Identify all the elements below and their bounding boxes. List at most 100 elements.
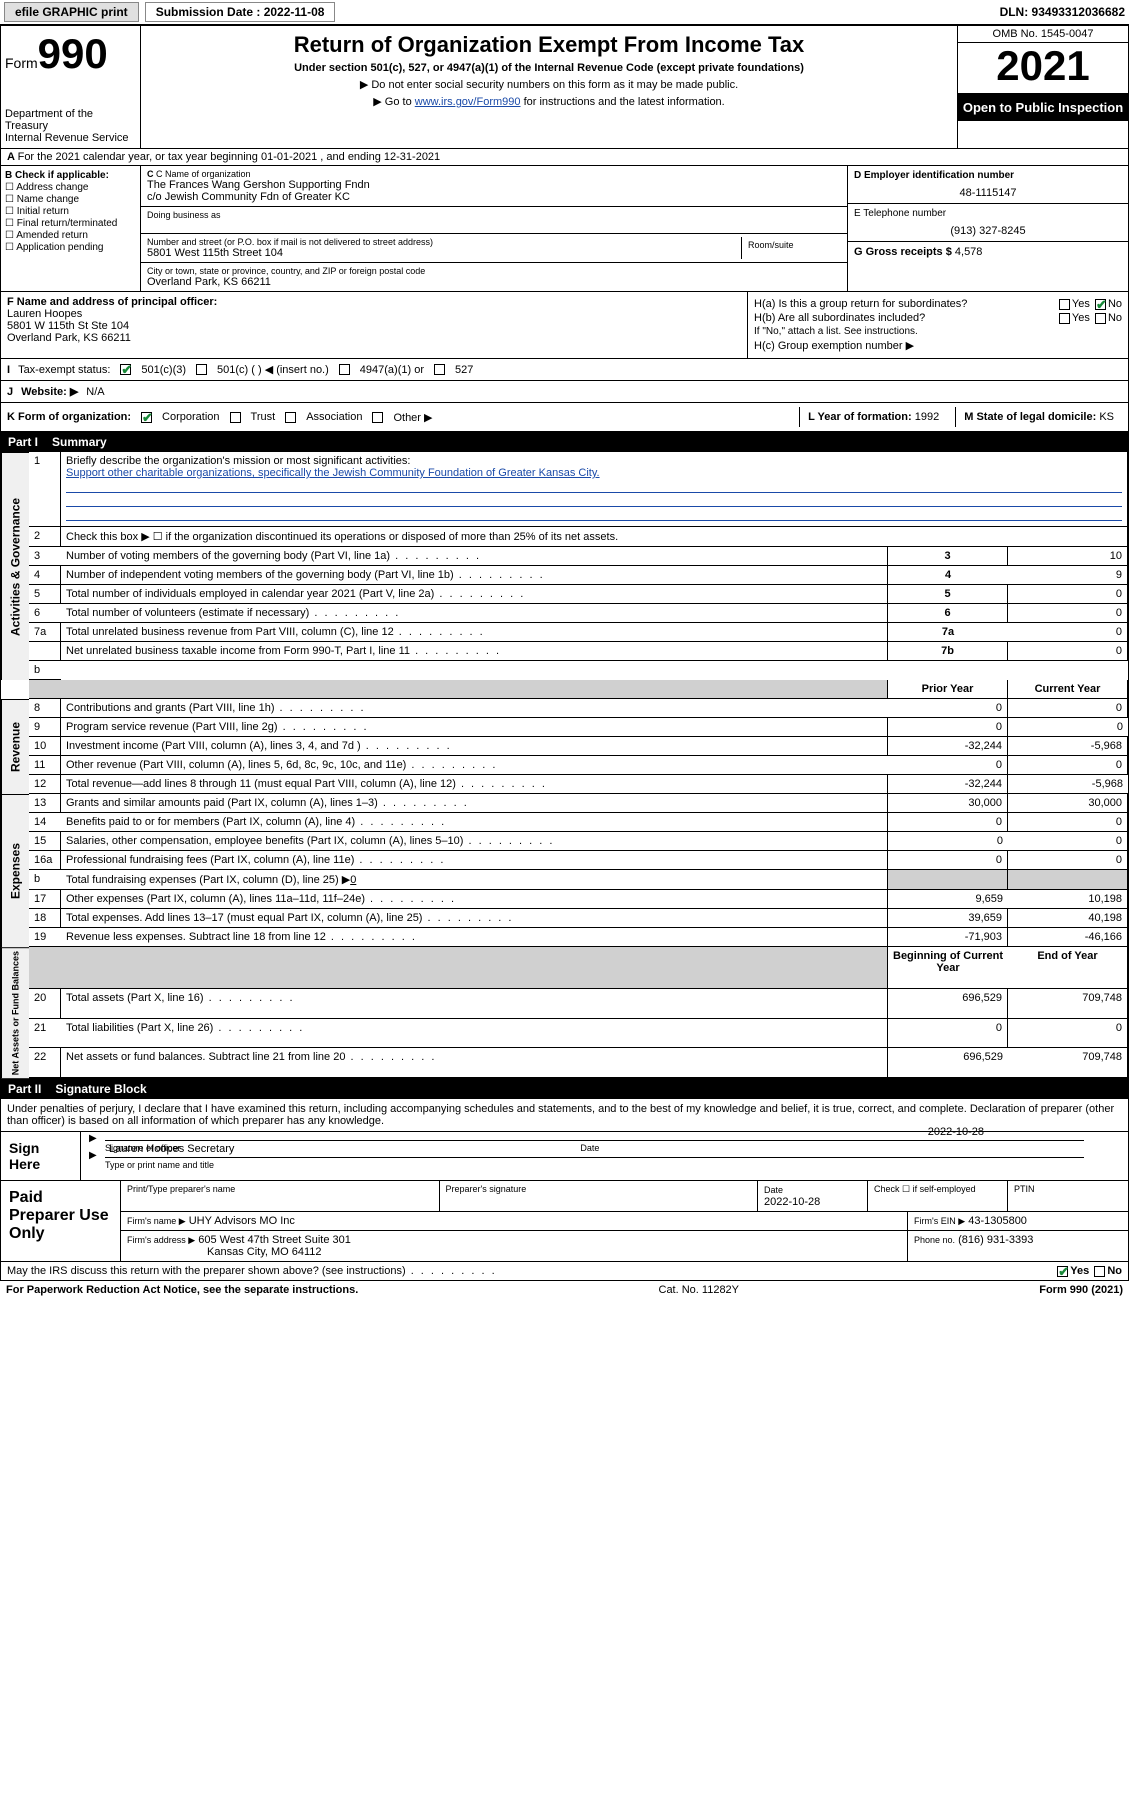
row-16a-current: 0 <box>1008 851 1128 870</box>
discuss-question: May the IRS discuss this return with the… <box>7 1265 497 1277</box>
discuss-no-checkbox[interactable] <box>1094 1266 1105 1277</box>
officer-label: F Name and address of principal officer: <box>7 296 217 308</box>
tel-value: (913) 327-8245 <box>854 225 1122 237</box>
check-address-change[interactable]: ☐ Address change <box>5 182 136 193</box>
sig-date: 2022-10-28 <box>928 1126 984 1138</box>
check-amended-return[interactable]: ☐ Amended return <box>5 230 136 241</box>
row-8-desc: Contributions and grants (Part VIII, lin… <box>61 699 888 718</box>
part-1-header: Part I Summary <box>0 432 1129 452</box>
line-a-text: For the 2021 calendar year, or tax year … <box>18 151 441 163</box>
hb-yes-checkbox[interactable] <box>1059 313 1070 324</box>
part-2-title: Signature Block <box>55 1082 146 1096</box>
row-4-num: 4 <box>29 566 61 585</box>
row-19-desc: Revenue less expenses. Subtract line 18 … <box>61 928 888 947</box>
row-5-val: 0 <box>1008 585 1128 604</box>
row-3-box: 3 <box>888 547 1008 566</box>
row-21-num: 21 <box>29 1019 61 1049</box>
check-4947[interactable] <box>339 364 350 375</box>
section-f: F Name and address of principal officer:… <box>1 292 748 358</box>
cat-no: Cat. No. 11282Y <box>659 1284 740 1296</box>
h-b-note: If "No," attach a list. See instructions… <box>754 326 1122 337</box>
vlabel-governance: Activities & Governance <box>1 452 29 680</box>
row-9-num: 9 <box>29 718 61 737</box>
ein-label: D Employer identification number <box>854 170 1122 181</box>
self-employed-check[interactable]: Check ☐ if self-employed <box>868 1181 1008 1211</box>
city-label: City or town, state or province, country… <box>147 266 841 276</box>
ein-value: 48-1115147 <box>854 187 1122 199</box>
note-post: for instructions and the latest informat… <box>521 96 725 108</box>
ha-yes-checkbox[interactable] <box>1059 299 1070 310</box>
vlabel-revenue: Revenue <box>1 699 29 794</box>
row-12-desc: Total revenue—add lines 8 through 11 (mu… <box>61 775 888 794</box>
officer-addr2: Overland Park, KS 66211 <box>7 332 131 344</box>
check-other[interactable] <box>372 412 383 423</box>
submission-date: Submission Date : 2022-11-08 <box>145 2 336 22</box>
check-association[interactable] <box>285 412 296 423</box>
row-22-desc: Net assets or fund balances. Subtract li… <box>61 1048 888 1078</box>
row-16b-desc: Total fundraising expenses (Part IX, col… <box>61 870 888 890</box>
check-trust[interactable] <box>230 412 241 423</box>
row-6-num: 6 <box>29 604 61 623</box>
form-number-cell: Form990 Department of the Treasury Inter… <box>1 26 141 148</box>
q2-cell: Check this box ▶ ☐ if the organization d… <box>61 527 1128 547</box>
prep-date: Date2022-10-28 <box>758 1181 868 1211</box>
org-co: c/o Jewish Community Fdn of Greater KC <box>147 191 841 203</box>
h-b-line: H(b) Are all subordinates included? Yes … <box>754 312 1122 324</box>
row-3-num: 3 <box>29 547 61 566</box>
spacer-b: b <box>29 661 61 680</box>
form-subtitle: Under section 501(c), 527, or 4947(a)(1)… <box>149 62 949 74</box>
ha-no-checkbox[interactable] <box>1095 299 1106 310</box>
irs-label: Internal Revenue Service <box>5 132 136 144</box>
note-pre: ▶ Go to <box>373 96 414 108</box>
year-formation: L Year of formation: 1992 <box>799 407 947 427</box>
row-3-desc: Number of voting members of the governin… <box>61 547 888 566</box>
form-title: Return of Organization Exempt From Incom… <box>149 32 949 58</box>
discuss-yes-checkbox[interactable] <box>1057 1266 1068 1277</box>
check-corporation[interactable] <box>141 412 152 423</box>
current-year-hdr: Current Year <box>1008 680 1128 699</box>
check-527[interactable] <box>434 364 445 375</box>
firm-name: Firm's name ▶ UHY Advisors MO Inc <box>121 1212 908 1230</box>
row-12-prior: -32,244 <box>888 775 1008 794</box>
row-17-num: 17 <box>29 890 61 909</box>
page-footer: For Paperwork Reduction Act Notice, see … <box>0 1281 1129 1299</box>
h-c-line: H(c) Group exemption number ▶ <box>754 339 1122 352</box>
row-5-box: 5 <box>888 585 1008 604</box>
row-7a-val: 0 <box>1008 623 1128 642</box>
check-501c[interactable] <box>196 364 207 375</box>
row-14-desc: Benefits paid to or for members (Part IX… <box>61 813 888 832</box>
form-header: Form990 Department of the Treasury Inter… <box>0 25 1129 149</box>
check-application-pending[interactable]: ☐ Application pending <box>5 242 136 253</box>
tax-year: 2021 <box>958 43 1128 94</box>
website-label: Website: ▶ <box>21 385 78 398</box>
row-16a-prior: 0 <box>888 851 1008 870</box>
hb-no-checkbox[interactable] <box>1095 313 1106 324</box>
row-14-prior: 0 <box>888 813 1008 832</box>
row-16a-num: 16a <box>29 851 61 870</box>
check-501c3[interactable] <box>120 364 131 375</box>
row-18-desc: Total expenses. Add lines 13–17 (must eq… <box>61 909 888 928</box>
efile-print-button[interactable]: efile GRAPHIC print <box>4 2 139 22</box>
firm-phone: Phone no. (816) 931-3393 <box>908 1231 1128 1261</box>
form-title-cell: Return of Organization Exempt From Incom… <box>141 26 958 148</box>
note-ssn: ▶ Do not enter social security numbers o… <box>149 78 949 91</box>
officer-signature-line[interactable]: 2022-10-28 <box>105 1140 1084 1141</box>
begin-year-hdr: Beginning of Current Year <box>888 947 1008 989</box>
row-6-val: 0 <box>1008 604 1128 623</box>
sign-here-label: Sign Here <box>1 1132 81 1180</box>
end-year-hdr: End of Year <box>1008 947 1128 989</box>
row-7a-desc: Total unrelated business revenue from Pa… <box>61 623 888 642</box>
org-info-grid: B Check if applicable: ☐ Address change … <box>0 166 1129 292</box>
check-initial-return[interactable]: ☐ Initial return <box>5 206 136 217</box>
check-name-change[interactable]: ☐ Name change <box>5 194 136 205</box>
tax-status-label: Tax-exempt status: <box>18 364 110 376</box>
check-final-return[interactable]: ☐ Final return/terminated <box>5 218 136 229</box>
officer-addr1: 5801 W 115th St Ste 104 <box>7 320 129 332</box>
row-4-box: 4 <box>888 566 1008 585</box>
row-13-current: 30,000 <box>1008 794 1128 813</box>
part-1-num: Part I <box>8 435 38 449</box>
irs-link[interactable]: www.irs.gov/Form990 <box>415 96 521 108</box>
line-j: J Website: ▶ N/A <box>0 381 1129 403</box>
row-6-desc: Total number of volunteers (estimate if … <box>61 604 888 623</box>
row-20-end: 709,748 <box>1008 989 1128 1019</box>
